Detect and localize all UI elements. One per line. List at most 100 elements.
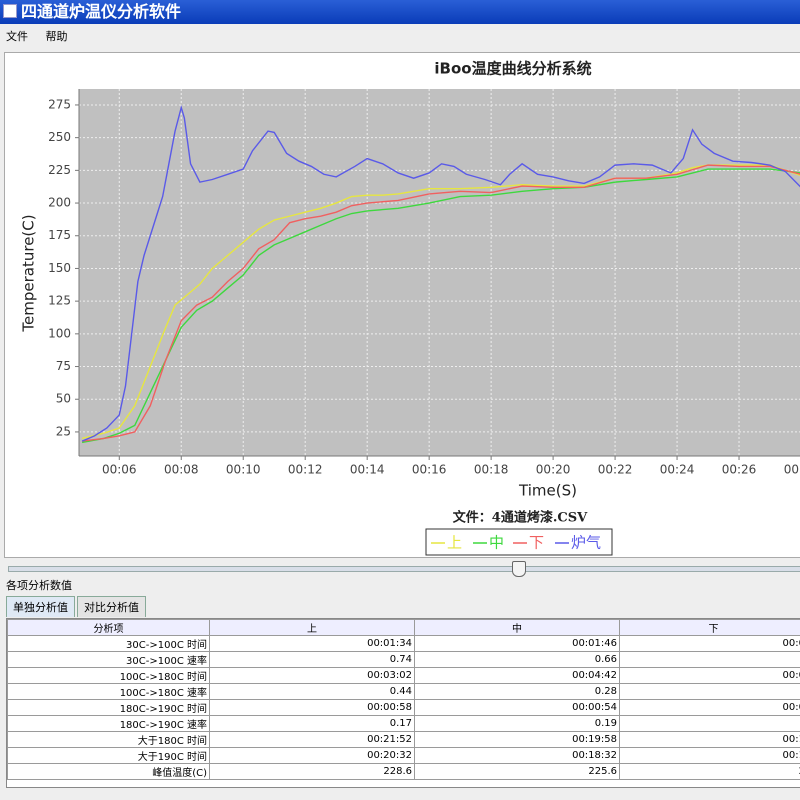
tab[interactable]: 对比分析值 [77,596,146,617]
header-cell: 下 [619,619,800,636]
table-cell: 30C->100C 速率 [7,651,210,668]
header-cell: 中 [414,619,620,636]
table-cell [619,715,800,732]
table-cell: 00:03:02 [209,667,415,684]
table-cell: 00:00:58 [209,699,415,716]
tab[interactable]: 单独分析值 [6,596,75,617]
table-cell: 0.17 [209,715,415,732]
table-cell: 0.66 [414,651,620,668]
table-cell [619,683,800,700]
y-tick-label: 100 [48,326,71,340]
table-cell: 00:0 [619,667,800,684]
chart: iBoo温度曲线分析系统 25 50 75 100 125 150 175 200 225 250 2… [20,60,800,556]
legend-box [425,528,613,556]
table-cell: 00:20:32 [209,747,415,764]
table-cell: 100C->180C 速率 [7,683,210,700]
x-tick-label: 00:12 [288,463,323,477]
y-axis-label: Temperature(C) [20,214,38,332]
window-title: 四通道炉温仪分析软件 [21,2,182,21]
table-cell: 00:1 [619,731,800,748]
table-cell: 30C->100C 时间 [7,635,210,652]
menu-item[interactable]: 文件 [6,30,28,43]
tab-bar: 单独分析值 对比分析值 [6,596,148,617]
table-cell: 00:04:42 [414,667,620,684]
table-cell: 大于180C 时间 [7,731,210,748]
table-cell: 00:21:52 [209,731,415,748]
table-cell: 00:18:32 [414,747,620,764]
x-axis-label: Time(S) [518,482,577,500]
series-line [81,168,800,444]
y-tick-label: 25 [56,424,71,438]
y-tick-label: 200 [48,196,71,210]
menu-item[interactable]: 帮助 [45,30,68,43]
x-tick-label: 00:10 [226,463,261,477]
table-cell: 0.19 [414,715,620,732]
x-tick-label: 00:20 [536,463,571,477]
legend-label: 上 [447,534,462,552]
header-row: 分析项上中下 [7,619,800,636]
table-cell: 100C->180C 时间 [7,667,210,684]
chart-subtitle: 文件：4通道烤漆.CSV [453,510,588,526]
table-cell: 00:19:58 [414,731,620,748]
chart-panel: iBoo温度曲线分析系统 25 50 75 100 125 150 175 200 225 250 2… [4,52,800,558]
table-cell: 0.44 [209,683,415,700]
table-cell: 峰值温度(C) [7,763,210,780]
x-tick-label: 00:22 [598,463,633,477]
x-tick-label: 00:14 [350,463,385,477]
y-tick-label: 275 [48,97,71,111]
table-cell: 180C->190C 时间 [7,699,210,716]
x-tick-label: 00:26 [722,463,757,477]
y-tick-label: 250 [48,130,71,144]
series-line [81,104,800,442]
y-tick-label: 75 [56,359,71,373]
group-title: 各项分析数值 [6,579,72,592]
table-cell: 00:00:54 [414,699,620,716]
legend-label: 下 [529,534,544,552]
x-tick-label: 00:28 [784,463,800,477]
plot-area [79,89,800,456]
chart-title: iBoo温度曲线分析系统 [434,60,591,78]
x-tick-label: 00:16 [412,463,447,477]
table-cell: 0.74 [209,651,415,668]
table-row: 30C->100C 速率 0.74 0.66 [7,651,800,668]
table-row: 100C->180C 速率 0.44 0.28 [7,683,800,700]
table-cell: 00:1 [619,747,800,764]
y-tick-label: 225 [48,163,71,177]
legend-label: 炉气 [571,534,601,552]
table-cell: 大于190C 时间 [7,747,210,764]
table-cell: 00:01:34 [209,635,415,652]
x-tick-label: 00:18 [474,463,509,477]
table-cell: 228.6 [209,763,415,780]
series-line [82,164,800,442]
table-cell: 2 [619,763,800,780]
title-bar: 四通道炉温仪分析软件 [0,0,800,24]
y-tick-label: 50 [56,392,71,406]
table-cell: 00:0 [619,699,800,716]
slider-thumb[interactable] [512,561,526,577]
y-tick-label: 150 [48,261,71,275]
x-tick-label: 00:24 [660,463,695,477]
table-cell [619,651,800,668]
x-tick-label: 00:06 [102,463,137,477]
header-cell: 分析项 [7,619,210,636]
table-cell: 0.28 [414,683,620,700]
table-cell: 00:01:46 [414,635,620,652]
table-row: 180C->190C 速率 0.17 0.19 [7,715,800,732]
slider-track[interactable] [8,566,800,572]
y-tick-label: 175 [48,228,71,242]
legend-label: 中 [489,534,504,552]
table-cell: 225.6 [414,763,620,780]
table-cell: 180C->190C 速率 [7,715,210,732]
y-tick-label: 125 [48,294,71,308]
x-tick-label: 00:08 [164,463,199,477]
table-cell: 00:0 [619,635,800,652]
